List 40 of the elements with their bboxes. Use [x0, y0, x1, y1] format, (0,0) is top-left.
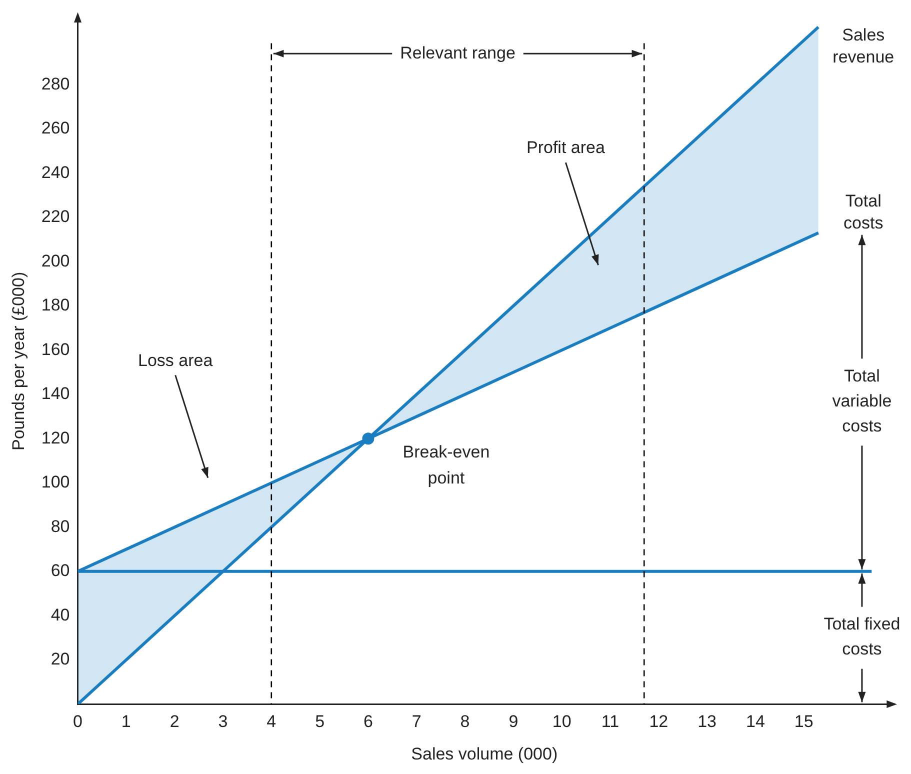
y-axis-title: Pounds per year (£000)	[8, 272, 28, 451]
x-tick-label: 12	[649, 712, 668, 732]
x-tick-label: 3	[218, 712, 228, 732]
annotation: Total variable costs	[832, 366, 892, 436]
annotation: Total fixed costs	[824, 614, 900, 658]
x-tick-label: 15	[794, 712, 814, 732]
x-tick-label: 10	[552, 712, 572, 732]
y-tick-label: 100	[41, 472, 70, 492]
x-tick-label: 8	[460, 712, 470, 732]
y-tick-label: 140	[41, 384, 70, 404]
annotation: Relevant range	[400, 43, 516, 62]
y-tick-label: 60	[50, 561, 70, 580]
y-tick-label: 280	[41, 74, 70, 94]
x-tick-label: 6	[363, 712, 373, 732]
y-tick-label: 180	[41, 296, 70, 315]
x-tick-label: 13	[698, 712, 717, 732]
annotation: Loss area	[138, 350, 214, 370]
y-tick-label: 160	[41, 340, 70, 359]
y-tick-label: 120	[41, 428, 70, 448]
y-tick-label: 220	[41, 207, 70, 226]
x-tick-label: 9	[508, 712, 518, 732]
series-label: Sales revenue	[832, 26, 894, 67]
y-tick-label: 260	[41, 118, 70, 138]
y-tick-label: 240	[41, 162, 70, 182]
x-axis-title: Sales volume (000)	[411, 744, 558, 764]
annotation: Profit area	[526, 138, 606, 158]
y-tick-label: 20	[50, 650, 70, 669]
x-tick-label: 11	[601, 712, 620, 732]
annotation: Break-even point	[402, 442, 490, 488]
y-tick-label: 80	[50, 516, 70, 536]
series-label: Total costs	[844, 192, 884, 233]
x-tick-label: 2	[170, 712, 180, 732]
y-tick-label: 40	[50, 605, 70, 624]
x-tick-label: 5	[315, 712, 325, 732]
x-tick-label: 7	[412, 712, 422, 732]
x-tick-label: 1	[121, 712, 131, 732]
y-tick-label: 200	[41, 251, 70, 270]
x-tick-label: 4	[266, 712, 276, 732]
x-tick-label: 0	[73, 712, 82, 732]
x-tick-label: 14	[746, 712, 765, 732]
